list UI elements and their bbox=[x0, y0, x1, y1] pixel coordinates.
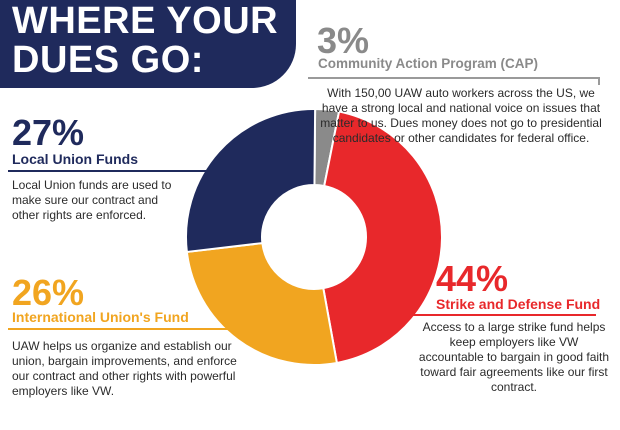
title-banner: WHERE YOUR DUES GO: bbox=[0, 0, 296, 88]
local-percent: 27% bbox=[12, 112, 85, 153]
strike-percent: 44% bbox=[436, 258, 509, 299]
donut-slice-local bbox=[185, 108, 317, 254]
donut-slice-international bbox=[185, 241, 339, 366]
cap-divider bbox=[308, 77, 598, 79]
cap-name: Community Action Program (CAP) bbox=[318, 56, 539, 71]
local-description: Local Union funds are used to make sure … bbox=[12, 178, 172, 222]
cap-description: With 150,00 UAW auto workers across the … bbox=[320, 86, 602, 145]
international-percent: 26% bbox=[12, 272, 85, 313]
strike-name: Strike and Defense Fund bbox=[436, 296, 601, 312]
cap-connector bbox=[598, 77, 600, 85]
strike-description: Access to a large strike fund helps keep… bbox=[418, 320, 610, 394]
international-name: International Union's Fund bbox=[12, 309, 189, 325]
international-description: UAW helps us organize and establish our … bbox=[12, 339, 237, 398]
international-divider bbox=[8, 328, 232, 330]
page-title: WHERE YOUR DUES GO: bbox=[12, 0, 279, 81]
local-divider bbox=[8, 170, 234, 172]
cap-percent: 3% bbox=[317, 20, 370, 61]
strike-divider bbox=[370, 314, 596, 316]
donut-slice-strike bbox=[322, 110, 443, 365]
local-name: Local Union Funds bbox=[12, 151, 138, 167]
